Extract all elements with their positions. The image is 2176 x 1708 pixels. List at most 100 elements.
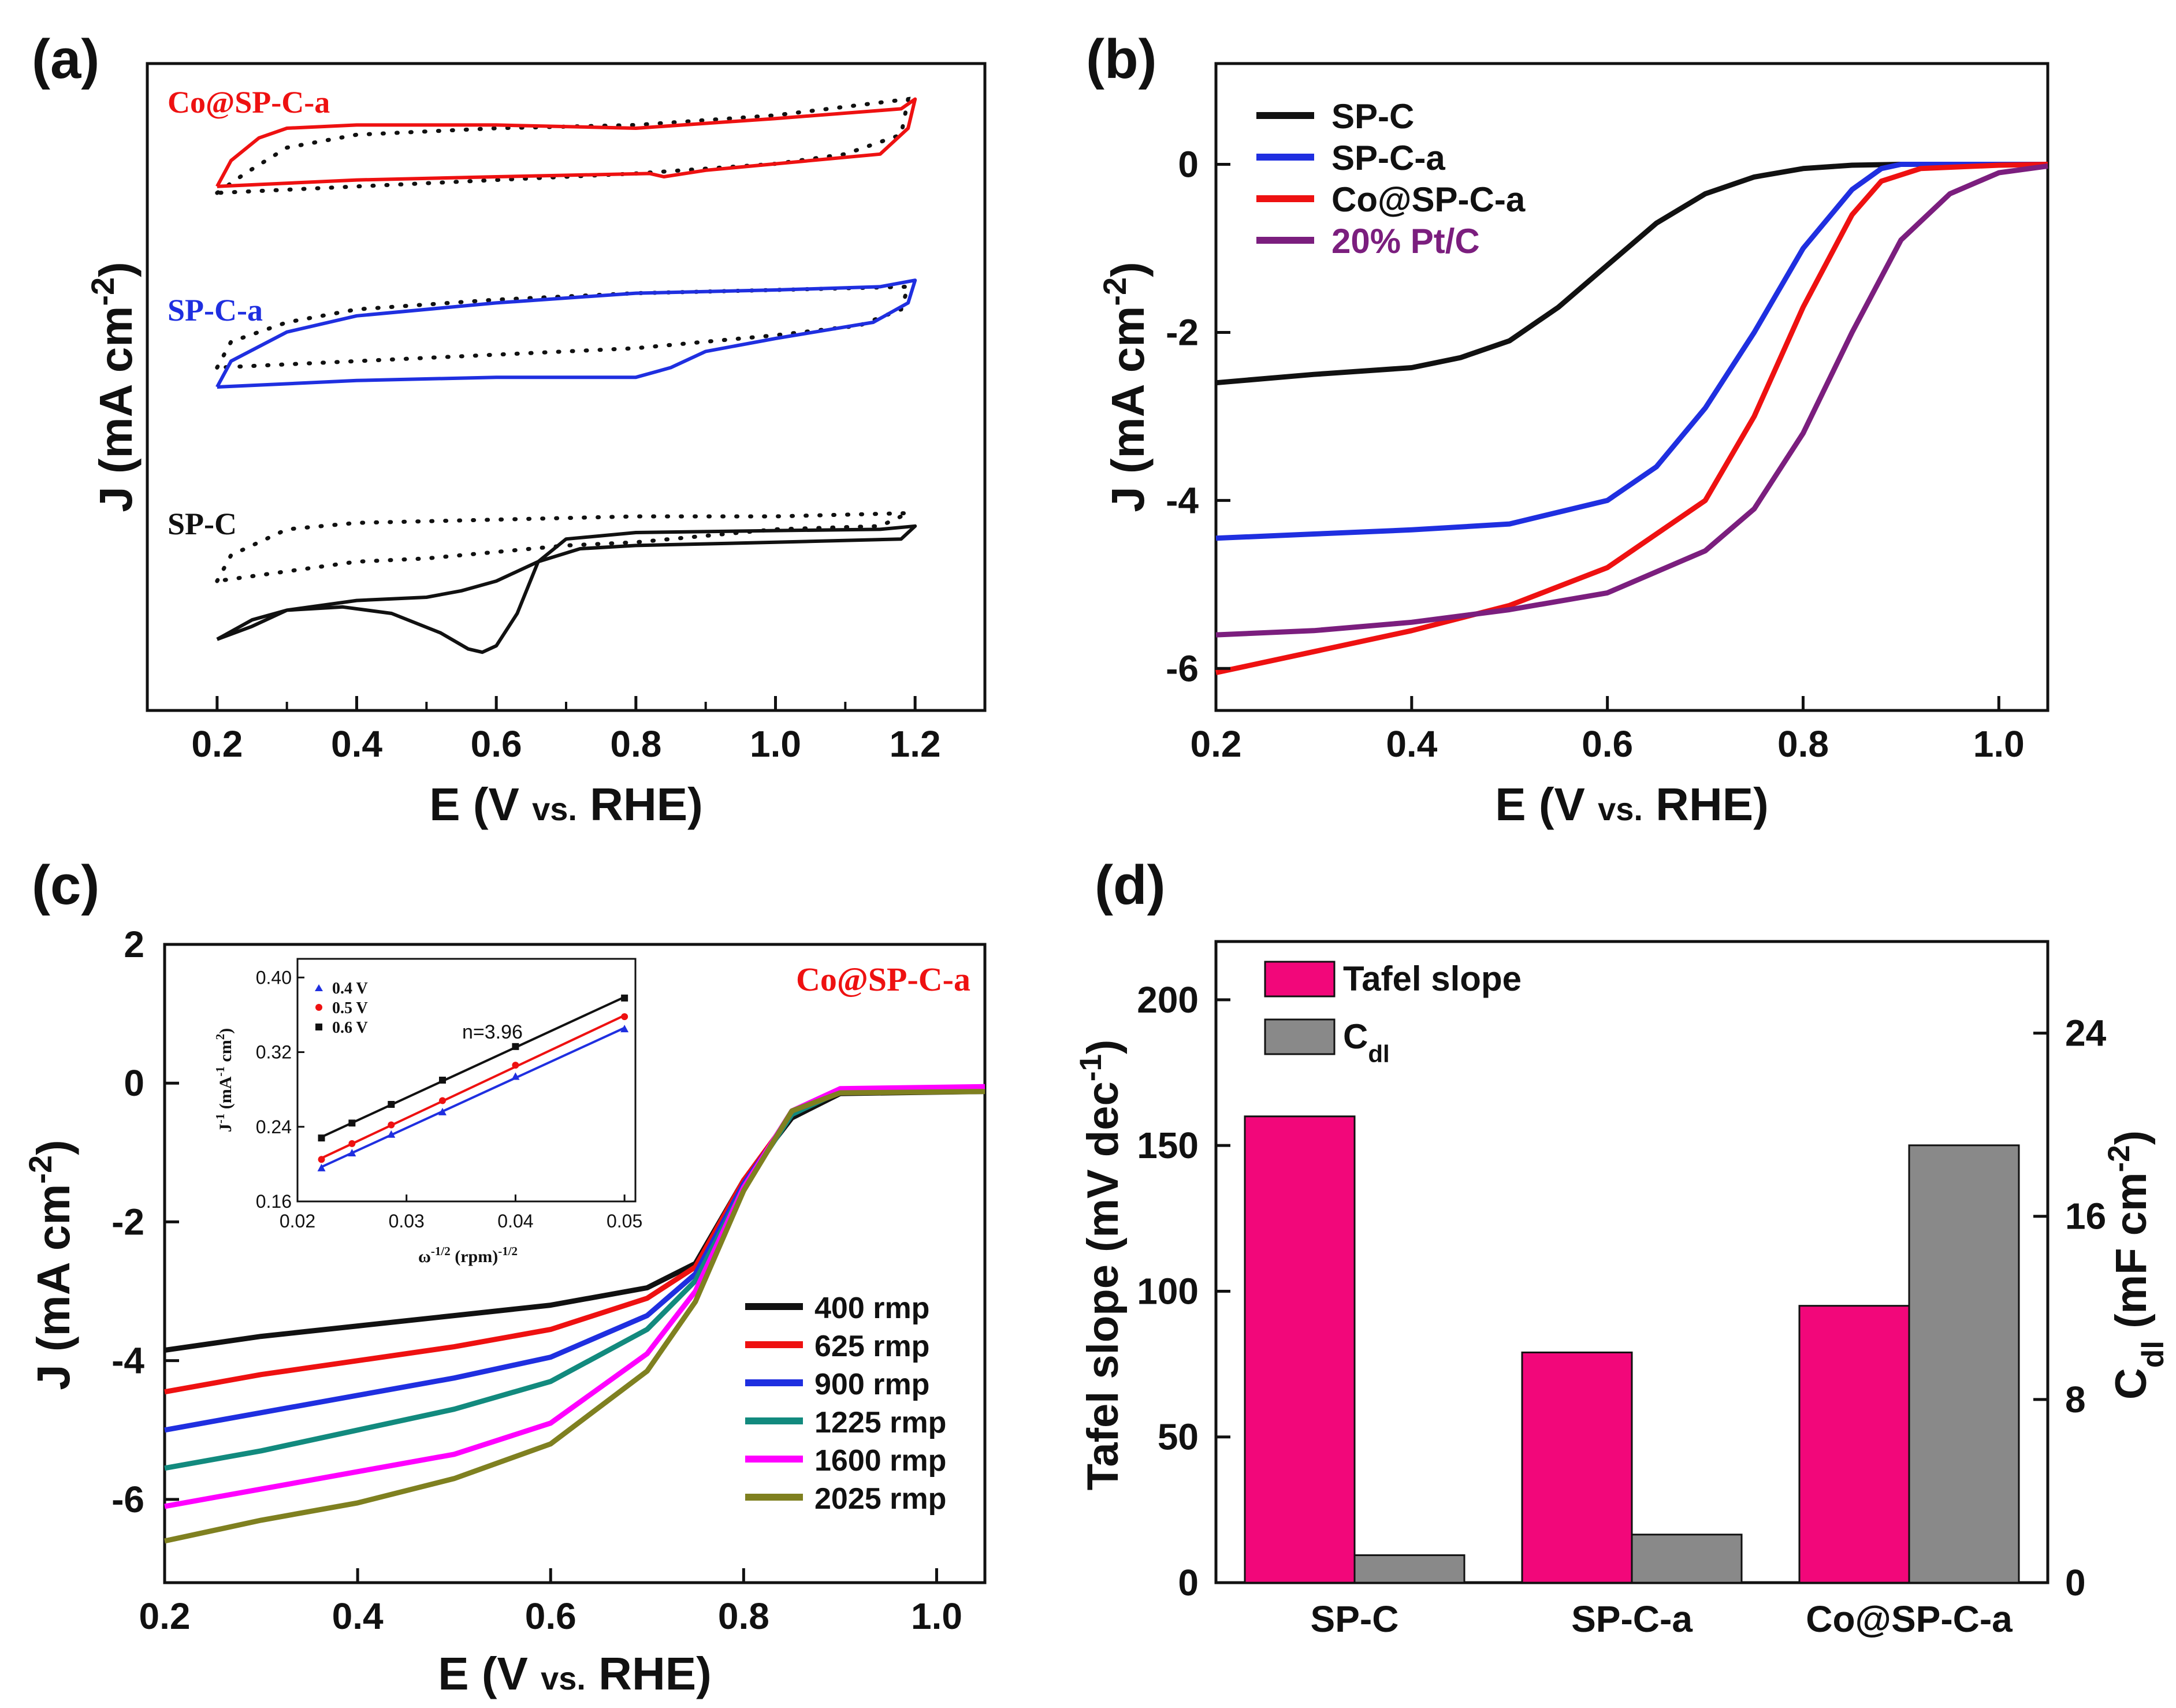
lsv-curve-SP-C-a [1215, 162, 2048, 541]
panel-b-xtick-label: 1.0 [1973, 723, 2025, 765]
panel-b-xtick-label: 0.4 [1386, 723, 1437, 765]
inset-point [387, 1130, 396, 1138]
panel-c-ylabel: J (mA cm-2) [22, 1140, 80, 1390]
inset-legend-label: 0.6 V [332, 1019, 368, 1037]
lsv-curve-Co@SP-C-a [1215, 162, 2048, 675]
inset-legend-marker [315, 984, 323, 991]
inset-ytick-label: 0.16 [256, 1191, 292, 1212]
panel-d-y2tick-label: 0 [2065, 1562, 2086, 1603]
inset-legend-label: 0.4 V [332, 980, 368, 998]
panel-d-ytick-label: 0 [1178, 1562, 1199, 1603]
panel-d-legend-label: Tafel slope [1343, 959, 1522, 998]
panel-d-ytick-label: 200 [1137, 979, 1199, 1021]
inset-point [388, 1101, 395, 1108]
inset-point [438, 1097, 446, 1104]
inset-legend-label: 0.5 V [332, 999, 368, 1017]
inset-point [317, 1163, 326, 1171]
panel-b-frame [1214, 62, 2049, 712]
panel-c-frame [163, 943, 987, 1584]
bar-tafel-SP-C [1244, 1115, 1356, 1584]
panel-c-legend-label: 2025 rmp [814, 1482, 946, 1516]
panel-c-label: (c) [32, 854, 99, 916]
panel-b-xtick-label: 0.2 [1191, 723, 1242, 765]
inset-xtick-label: 0.04 [497, 1211, 533, 1231]
panel-c-rde-chart: (c) 0.2 0.4 0.6 0.8 1.0 2 0 -2 -4 -6 E (V vs. RHE… [22, 854, 987, 1699]
panel-d-ytick-label: 150 [1137, 1125, 1199, 1166]
panel-c-ytick-label: 0 [124, 1062, 144, 1104]
bar-cdl-Co@SP-C-a [1908, 1144, 2020, 1584]
panel-d-category-label: SP-C [1311, 1598, 1399, 1640]
panel-c-xtick-label: 0.6 [525, 1595, 576, 1637]
inset-legend-marker [315, 1004, 322, 1011]
panel-b-ytick-label: -6 [1166, 648, 1199, 689]
inset-xtick-label: 0.03 [389, 1211, 425, 1231]
panel-a-xtick-label: 0.2 [191, 723, 243, 765]
panel-d-ylabel: Tafel slope (mV dec-1) [1074, 1040, 1128, 1491]
panel-c-xtick-label: 0.4 [332, 1595, 384, 1637]
panel-b-legend-label: Co@SP-C-a [1331, 180, 1526, 219]
panel-c-inset-koutecky-levich: 0.02 0.03 0.04 0.050.160.240.320.40 n=3.96 … [213, 958, 642, 1266]
panel-c-ytick-label: -6 [111, 1479, 144, 1520]
inset-annotation: n=3.96 [462, 1021, 523, 1043]
panel-a-series-label: Co@SP-C-a [168, 85, 330, 120]
inset-point [438, 1077, 446, 1084]
lsv-curve-20% Pt/C [1215, 163, 2048, 638]
inset-point [621, 1013, 628, 1021]
panel-a-xtick-label: 1.2 [890, 723, 941, 765]
panel-a-label: (a) [32, 28, 99, 90]
inset-ytick-label: 0.40 [256, 967, 292, 988]
panel-d-legend-label: Cdl [1343, 1017, 1390, 1067]
inset-point [512, 1062, 519, 1069]
inset-fit-line [321, 1014, 625, 1159]
panel-c-ytick-label: -2 [111, 1201, 144, 1242]
panel-a-xlabel: E (V vs. RHE) [429, 779, 702, 830]
panel-c-xtick-label: 1.0 [911, 1595, 962, 1637]
panel-c-legend-label: 900 rmp [814, 1368, 929, 1401]
inset-point [388, 1121, 395, 1129]
panel-b-ytick-label: 0 [1178, 144, 1199, 185]
panel-a-series-label: SP-C [168, 507, 237, 541]
lsv-curve-SP-C [1215, 162, 2048, 386]
panel-a-series-label: SP-C-a [168, 293, 263, 328]
panel-d-label: (d) [1095, 854, 1166, 916]
inset-point [348, 1149, 356, 1156]
panel-a-xtick-label: 0.8 [610, 723, 661, 765]
panel-c-legend-label: 400 rmp [814, 1292, 929, 1325]
cv-dotted-SP-C-a [215, 284, 911, 370]
panel-d-category-label: SP-C-a [1571, 1598, 1693, 1640]
inset-point [438, 1107, 447, 1115]
panel-a-cv-chart: (a) 0.2 0.4 0.6 0.8 1.0 1.2 E (V vs. RHE) J (… [32, 28, 987, 830]
bar-tafel-SP-C-a [1521, 1351, 1633, 1584]
panel-c-legend-label: 1600 rmp [814, 1444, 946, 1478]
panel-b-ytick-label: -4 [1166, 479, 1199, 521]
panel-d-y2label: Cdl (mF cm-2) [2102, 1130, 2170, 1400]
inset-point [348, 1140, 356, 1147]
panel-c-legend-label: 1225 rmp [814, 1406, 946, 1439]
inset-xtick-label: 0.02 [280, 1211, 315, 1231]
panel-b-label: (b) [1086, 28, 1157, 90]
inset-fit-line [321, 1026, 625, 1169]
inset-frame [296, 958, 637, 1203]
panel-c-xtick-label: 0.2 [139, 1595, 191, 1637]
inset-point [348, 1119, 356, 1127]
panel-b-xtick-label: 0.8 [1777, 723, 1829, 765]
rde-curve-400-rmp [164, 1089, 985, 1353]
cv-dotted-SP-C [215, 511, 909, 583]
panel-d-y2tick-label: 8 [2065, 1379, 2086, 1420]
inset-point [620, 1025, 629, 1033]
panel-b-lsv-chart: (b) 0.2 0.4 0.6 0.8 1.0 0 -2 -4 -6 E (V vs. RHE)… [1086, 28, 2049, 830]
inset-ytick-label: 0.32 [256, 1042, 292, 1063]
inset-point [318, 1156, 325, 1163]
panel-b-ytick-label: -2 [1166, 311, 1199, 353]
panel-a-xtick-label: 0.6 [471, 723, 522, 765]
panel-d-category-label: Co@SP-C-a [1806, 1598, 2013, 1640]
panel-c-annotation: Co@SP-C-a [796, 961, 970, 998]
cv-dotted-Co@SP-C-a [215, 96, 911, 195]
inset-ylabel: J-1 (mA-1 cm2) [213, 1028, 235, 1132]
panel-c-ytick-label: -4 [111, 1340, 144, 1382]
panel-d-y2tick-label: 16 [2065, 1196, 2106, 1237]
panel-a-ylabel: J (mA cm-2) [84, 262, 142, 512]
panel-a-xtick-label: 1.0 [750, 723, 801, 765]
cv-solid-SP-C [216, 524, 917, 654]
